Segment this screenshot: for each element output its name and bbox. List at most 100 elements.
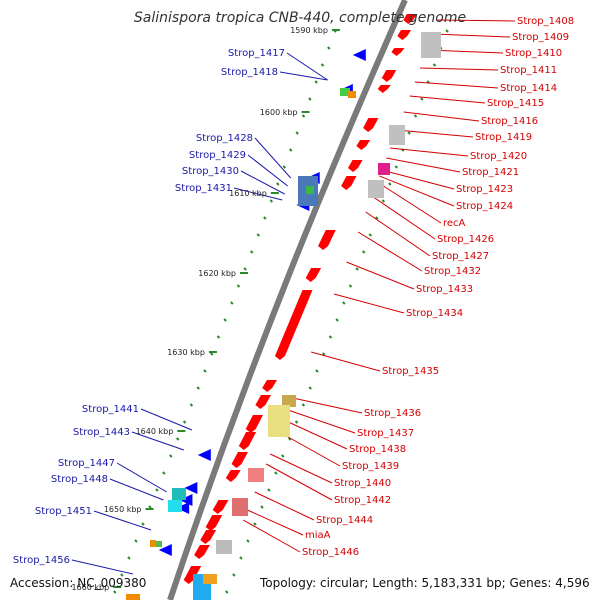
reverse-gene-label[interactable]: Strop_1443 xyxy=(73,427,130,438)
gene-feature[interactable] xyxy=(306,186,314,194)
forward-gene-label[interactable]: Strop_1426 xyxy=(437,234,494,245)
forward-gene-label[interactable]: Strop_1419 xyxy=(475,132,532,143)
tick-mark xyxy=(432,63,437,67)
forward-gene[interactable] xyxy=(356,140,371,150)
tick-mark xyxy=(314,80,318,84)
forward-gene-label[interactable]: Strop_1420 xyxy=(470,151,527,162)
forward-gene[interactable] xyxy=(318,230,336,250)
forward-gene-label[interactable]: Strop_1437 xyxy=(357,428,414,439)
forward-gene-label[interactable]: Strop_1440 xyxy=(334,478,391,489)
forward-gene-label[interactable]: Strop_1433 xyxy=(416,284,473,295)
forward-gene-label[interactable]: Strop_1411 xyxy=(500,65,557,76)
tick-mark xyxy=(335,318,339,322)
forward-gene-label[interactable]: Strop_1439 xyxy=(342,461,399,472)
gene-feature[interactable] xyxy=(340,88,350,96)
forward-gene[interactable] xyxy=(397,30,412,40)
forward-gene-label[interactable]: Strop_1444 xyxy=(316,515,373,526)
gene-feature[interactable] xyxy=(421,32,441,58)
gene-feature[interactable] xyxy=(348,91,356,98)
reverse-gene-labels: Strop_1417 Strop_1418 Strop_1428 Strop_1429… xyxy=(13,48,285,566)
gene-feature[interactable] xyxy=(172,488,186,500)
forward-gene[interactable] xyxy=(377,85,391,93)
gene-feature[interactable] xyxy=(248,468,264,482)
reverse-connector xyxy=(233,187,283,201)
gene-feature[interactable] xyxy=(156,541,162,547)
forward-gene-label[interactable]: recA xyxy=(443,218,466,229)
forward-gene[interactable] xyxy=(245,415,263,433)
forward-gene-label[interactable]: Strop_1446 xyxy=(302,547,359,558)
forward-gene[interactable] xyxy=(363,118,379,132)
tick-mark xyxy=(127,556,131,560)
gene-feature[interactable] xyxy=(282,395,296,407)
forward-gene[interactable] xyxy=(212,500,229,514)
forward-gene[interactable] xyxy=(347,160,363,172)
forward-gene-label[interactable]: Strop_1409 xyxy=(512,32,569,43)
tick-mark xyxy=(260,505,264,509)
forward-gene-label[interactable]: Strop_1438 xyxy=(349,444,406,455)
forward-gene[interactable] xyxy=(262,380,277,392)
gene-feature[interactable] xyxy=(232,498,248,516)
reverse-gene[interactable] xyxy=(158,544,172,556)
gene-feature[interactable] xyxy=(168,500,182,512)
reverse-gene[interactable] xyxy=(176,502,190,514)
forward-gene[interactable] xyxy=(381,70,397,82)
forward-gene[interactable] xyxy=(305,268,322,282)
forward-gene[interactable] xyxy=(391,48,405,56)
forward-gene-label[interactable]: Strop_1434 xyxy=(406,308,463,319)
reverse-gene-label[interactable]: Strop_1441 xyxy=(82,404,139,415)
reverse-gene[interactable] xyxy=(352,49,366,61)
forward-gene-label[interactable]: Strop_1424 xyxy=(456,201,513,212)
reverse-gene[interactable] xyxy=(184,482,198,494)
forward-gene-label[interactable]: Strop_1423 xyxy=(456,184,513,195)
reverse-gene-label[interactable]: Strop_1430 xyxy=(182,166,239,177)
gene-feature[interactable] xyxy=(203,574,217,584)
forward-gene-label[interactable]: Strop_1410 xyxy=(505,48,562,59)
reverse-gene-label[interactable]: Strop_1456 xyxy=(13,555,70,566)
forward-gene-label[interactable]: Strop_1421 xyxy=(462,167,519,178)
forward-gene-label[interactable]: miaA xyxy=(305,530,331,541)
forward-gene-label[interactable]: Strop_1427 xyxy=(432,251,489,262)
forward-gene[interactable] xyxy=(225,470,241,482)
tick-mark xyxy=(236,284,241,288)
gene-feature[interactable] xyxy=(150,540,156,547)
tick-mark xyxy=(361,250,366,254)
reverse-gene-label[interactable]: Strop_1429 xyxy=(189,150,246,161)
reverse-gene-label[interactable]: Strop_1447 xyxy=(58,458,115,469)
reverse-gene-label[interactable]: Strop_1417 xyxy=(228,48,285,59)
tick-mark xyxy=(301,114,306,118)
reverse-gene[interactable] xyxy=(197,449,211,461)
forward-gene-label[interactable]: Strop_1414 xyxy=(500,83,557,94)
gene-feature[interactable] xyxy=(378,163,390,175)
forward-gene-label[interactable]: Strop_1442 xyxy=(334,495,391,506)
gene-feature[interactable] xyxy=(368,180,384,198)
forward-gene-label[interactable]: Strop_1416 xyxy=(481,116,538,127)
forward-gene[interactable] xyxy=(200,530,217,544)
reverse-gene-label[interactable]: Strop_1431 xyxy=(175,183,232,194)
reverse-gene-label[interactable]: Strop_1451 xyxy=(35,506,92,517)
forward-gene-label[interactable]: Strop_1436 xyxy=(364,408,421,419)
forward-gene-label[interactable]: Strop_1408 xyxy=(517,16,574,27)
forward-gene[interactable] xyxy=(183,566,202,584)
accession-text: Accession: NC_009380 xyxy=(10,576,146,590)
forward-gene[interactable] xyxy=(238,432,257,450)
kbp-label: 1630 kbp xyxy=(167,348,205,357)
kbp-scale: 1590 kbp 1600 kbp 1610 kbp 1620 kbp 1630 kbp… xyxy=(71,26,340,592)
reverse-gene-label[interactable]: Strop_1418 xyxy=(221,67,278,78)
gene-feature[interactable] xyxy=(268,405,290,437)
gene-feature[interactable] xyxy=(389,125,405,145)
forward-gene[interactable] xyxy=(255,395,271,409)
forward-gene[interactable] xyxy=(341,176,357,190)
forward-gene-label[interactable]: Strop_1435 xyxy=(382,366,439,377)
forward-gene-label[interactable]: Strop_1432 xyxy=(424,266,481,277)
reverse-gene-label[interactable]: Strop_1428 xyxy=(196,133,253,144)
forward-gene[interactable] xyxy=(231,452,249,468)
forward-gene[interactable] xyxy=(205,515,223,531)
gene-feature[interactable] xyxy=(126,594,140,600)
forward-gene-label[interactable]: Strop_1415 xyxy=(487,98,544,109)
gene-feature[interactable] xyxy=(216,540,232,554)
forward-gene[interactable] xyxy=(194,545,210,559)
forward-gene[interactable] xyxy=(403,14,417,24)
forward-gene[interactable] xyxy=(274,290,313,360)
tick-mark xyxy=(327,46,331,50)
reverse-gene-label[interactable]: Strop_1448 xyxy=(51,474,108,485)
